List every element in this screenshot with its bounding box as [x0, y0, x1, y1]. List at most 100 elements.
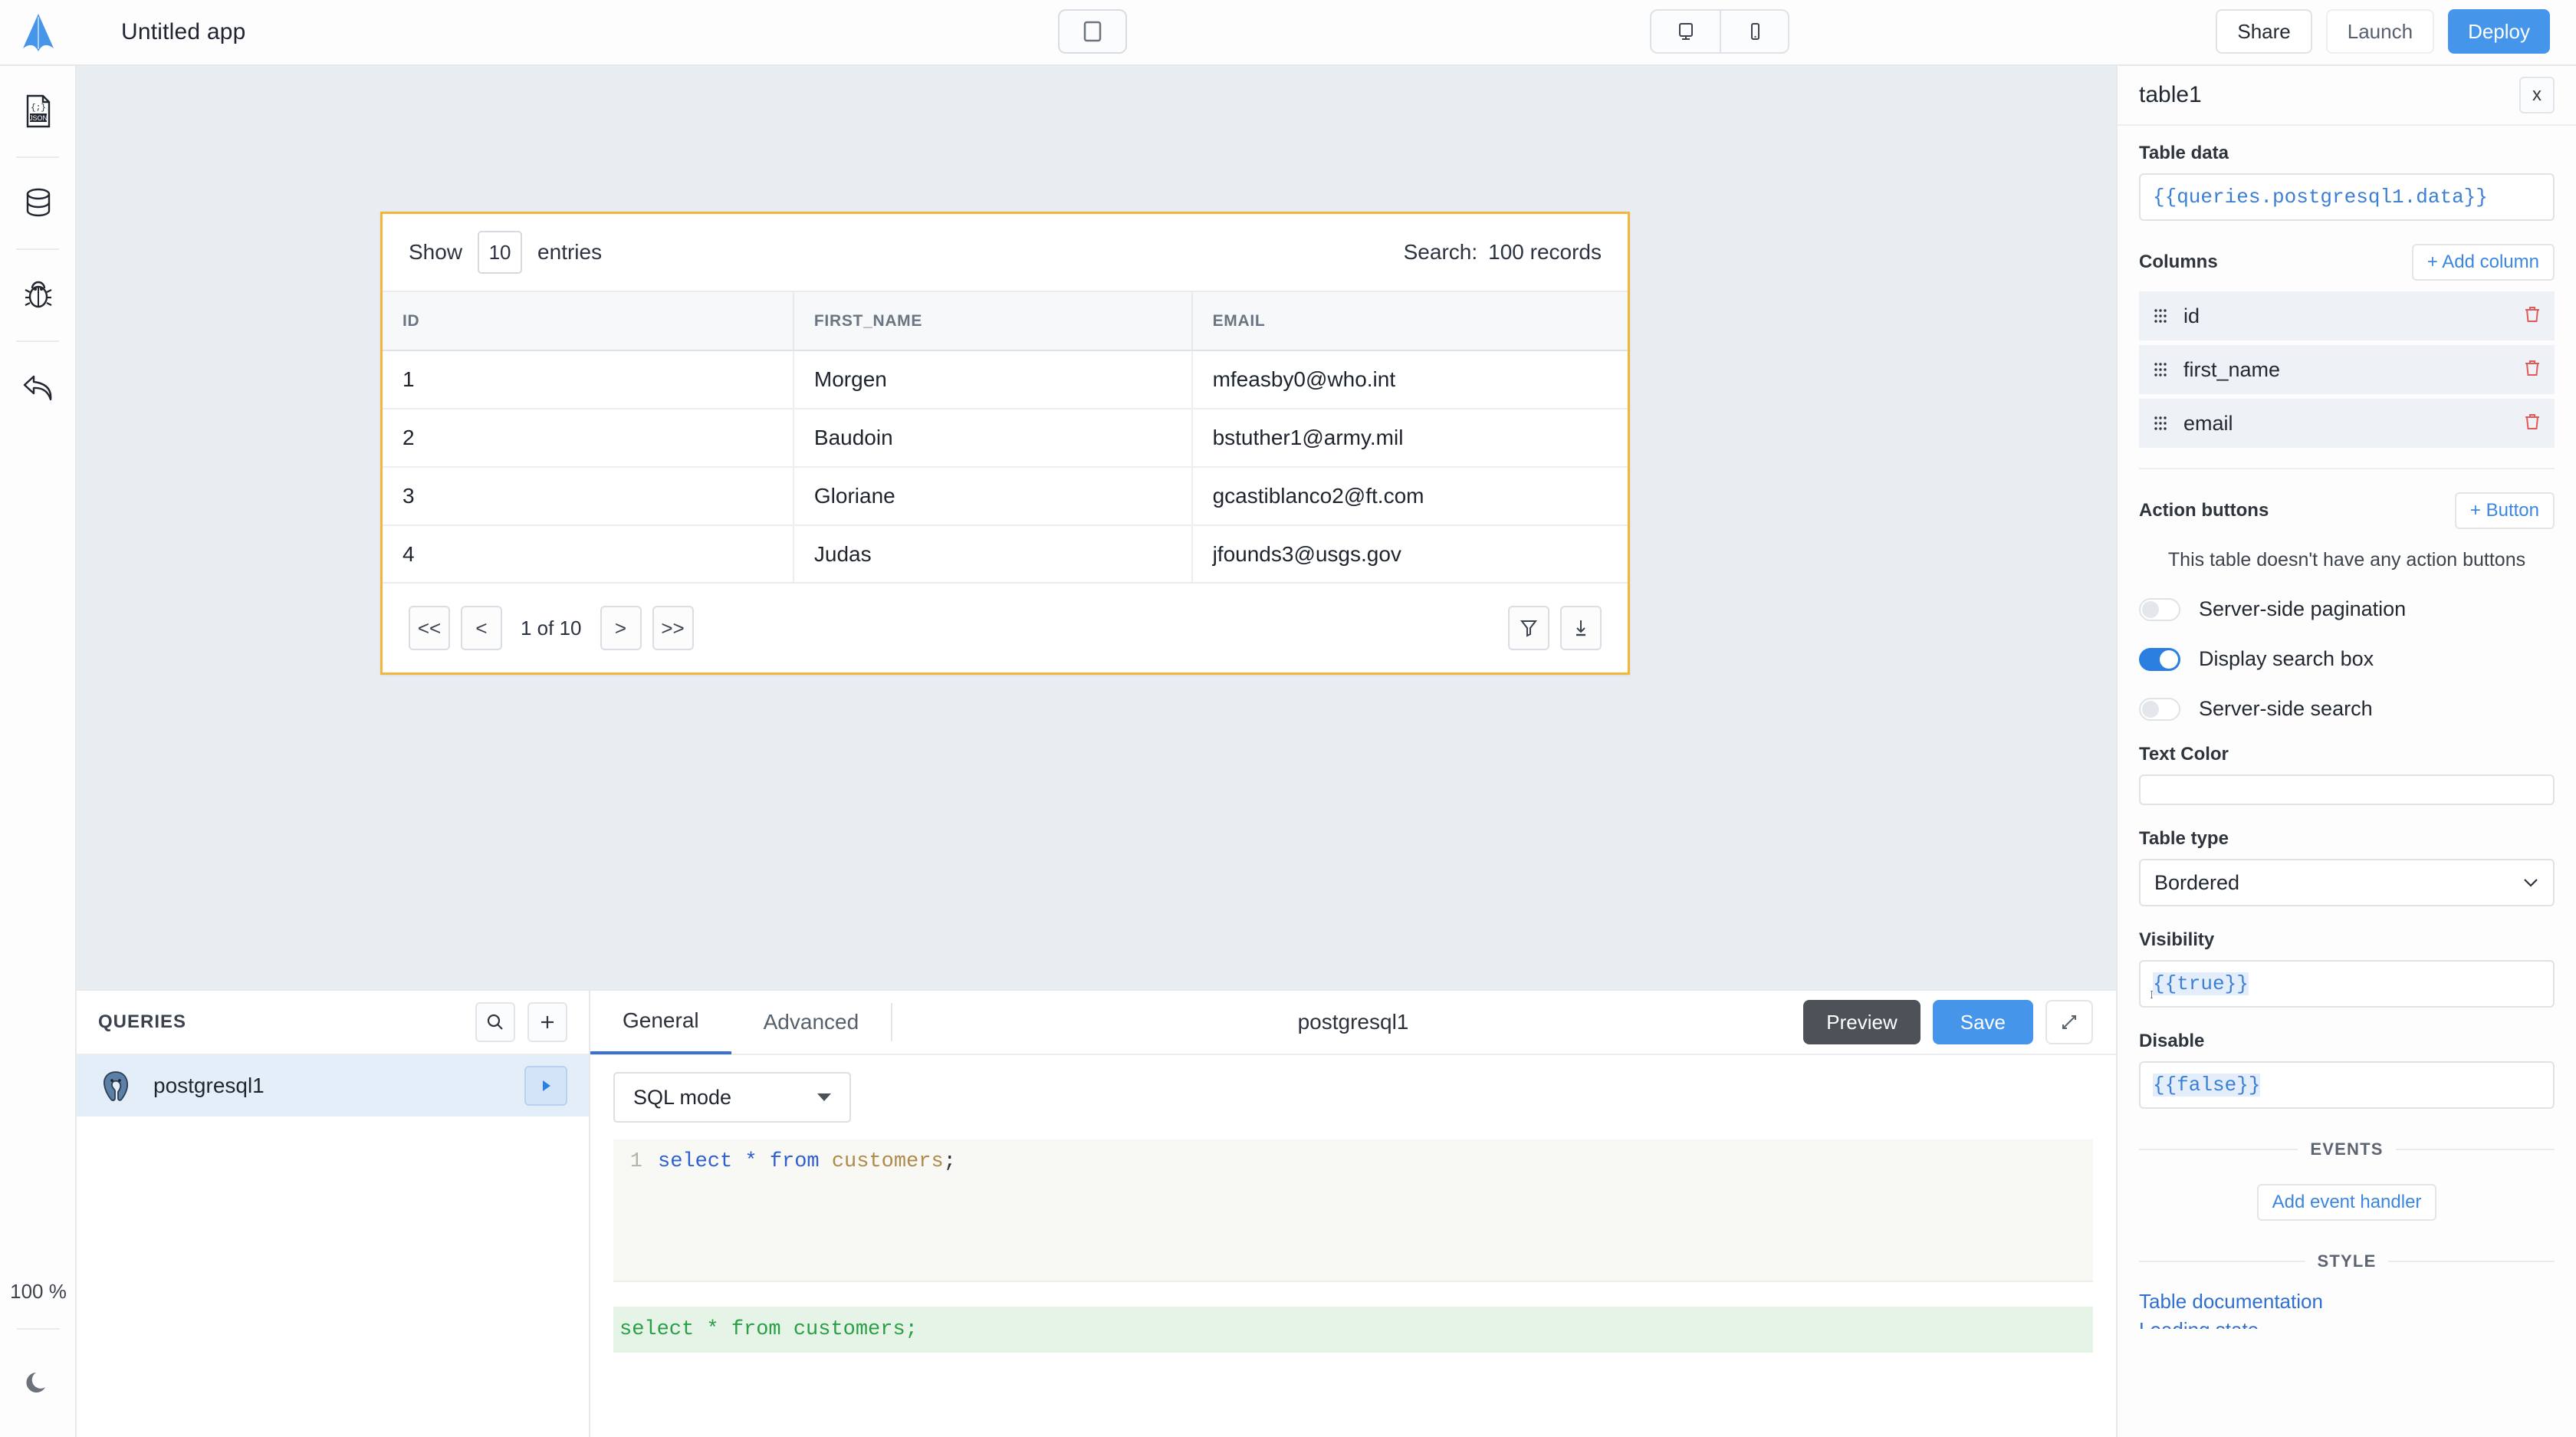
sidebar-item-undo[interactable]: [0, 342, 77, 432]
top-bar: Untitled app Share: [0, 0, 2576, 66]
query-list-item-postgresql1[interactable]: postgresql1: [77, 1055, 589, 1116]
text-color-input[interactable]: [2139, 774, 2555, 805]
rail-divider: [16, 340, 59, 342]
toggle-switch[interactable]: [2139, 647, 2180, 671]
filter-button[interactable]: [1508, 606, 1549, 650]
table-documentation-link[interactable]: Table documentation: [2139, 1290, 2323, 1313]
save-button[interactable]: Save: [1932, 1000, 2033, 1044]
launch-button[interactable]: Launch: [2325, 9, 2435, 54]
pagination-last-button[interactable]: >>: [652, 606, 694, 650]
disable-input[interactable]: {{false}}: [2139, 1061, 2555, 1109]
disable-group: Disable {{false}}: [2139, 1031, 2555, 1109]
editor-header: General Advanced postgresql1 Preview Sav…: [590, 991, 2116, 1055]
cell-email: bstuther1@army.mil: [1191, 409, 1628, 468]
column-header-first-name[interactable]: FIRST_NAME: [793, 292, 1193, 351]
tab-divider: [891, 1003, 893, 1041]
table-row[interactable]: 4 Judas jfounds3@usgs.gov: [383, 525, 1628, 584]
pagination-prev-button[interactable]: <: [461, 606, 502, 650]
cell-first-name: Morgen: [793, 350, 1193, 409]
pagination-controls: << < 1 of 10 > >>: [409, 606, 694, 650]
download-icon: [1576, 620, 1585, 636]
visibility-input[interactable]: {{true}}: [2139, 960, 2555, 1008]
table-row[interactable]: 3 Gloriane gcastiblanco2@ft.com: [383, 467, 1628, 526]
add-query-button[interactable]: [527, 1002, 567, 1042]
visibility-label: Visibility: [2139, 929, 2215, 950]
expand-editor-button[interactable]: [2045, 1000, 2093, 1044]
column-item-email[interactable]: email: [2139, 399, 2555, 448]
queries-title: QUERIES: [98, 1011, 187, 1032]
add-event-handler-button[interactable]: Add event handler: [2256, 1184, 2437, 1221]
line-number: 1: [629, 1150, 642, 1173]
toggle-switch[interactable]: [2139, 697, 2180, 721]
preview-button[interactable]: Preview: [1803, 1000, 1921, 1044]
disable-value: {{false}}: [2153, 1074, 2261, 1097]
app-logo[interactable]: [0, 12, 77, 52]
drag-grip-icon[interactable]: [2153, 307, 2168, 325]
deploy-button[interactable]: Deploy: [2448, 9, 2550, 54]
add-action-button[interactable]: + Button: [2454, 492, 2555, 529]
column-header-email[interactable]: EMAIL: [1191, 292, 1628, 351]
drag-grip-icon[interactable]: [2153, 414, 2168, 432]
table-widget[interactable]: Show 10 entries Search: 100 records ID F…: [380, 212, 1630, 675]
toggle-server-side-pagination[interactable]: Server-side pagination: [2139, 597, 2555, 621]
toggle-display-search-box[interactable]: Display search box: [2139, 647, 2555, 671]
column-item-id[interactable]: id: [2139, 291, 2555, 340]
show-label: Show: [409, 240, 463, 264]
loading-state-link[interactable]: Loading state: [2139, 1318, 2555, 1329]
table-row[interactable]: 2 Baudoin bstuther1@army.mil: [383, 409, 1628, 468]
query-search-button[interactable]: [475, 1002, 515, 1042]
theme-toggle-button[interactable]: [0, 1330, 77, 1437]
app-canvas[interactable]: Show 10 entries Search: 100 records ID F…: [77, 66, 2116, 989]
add-column-button[interactable]: + Add column: [2411, 244, 2555, 281]
inspector-divider: [2139, 468, 2555, 469]
run-query-button[interactable]: [524, 1066, 567, 1106]
table-row[interactable]: 1 Morgen mfeasby0@who.int: [383, 350, 1628, 409]
divider-line-right: [2395, 1149, 2555, 1150]
filter-icon: [1520, 620, 1538, 637]
column-name-label: id: [2183, 304, 2200, 327]
toggle-switch[interactable]: [2139, 597, 2180, 621]
tab-general[interactable]: General: [590, 990, 731, 1054]
entries-count-input[interactable]: 10: [478, 231, 523, 274]
app-title[interactable]: Untitled app: [121, 19, 246, 44]
table-type-group: Table type Bordered: [2139, 828, 2555, 906]
inspector-title[interactable]: table1: [2139, 82, 2202, 107]
tab-advanced[interactable]: Advanced: [763, 1010, 859, 1034]
events-section-label: EVENTS: [2310, 1139, 2384, 1159]
sql-mode-select[interactable]: SQL mode: [613, 1072, 851, 1123]
zoom-level-label[interactable]: 100 %: [10, 1279, 67, 1303]
close-inspector-button[interactable]: x: [2519, 77, 2555, 113]
plus-icon: [541, 1016, 554, 1028]
action-buttons-header-row: Action buttons + Button: [2139, 492, 2555, 529]
queries-panel: QUERIES: [77, 989, 590, 1437]
table-search-area[interactable]: Search: 100 records: [1404, 240, 1602, 265]
mobile-layout-button[interactable]: [1720, 11, 1788, 52]
sql-code-editor[interactable]: 1 select * from customers;: [613, 1139, 2093, 1282]
desktop-layout-button[interactable]: [1651, 11, 1720, 52]
sidebar-item-page-data[interactable]: {;} JSON: [0, 66, 77, 156]
cell-id: 1: [383, 350, 794, 409]
toggle-server-side-search[interactable]: Server-side search: [2139, 697, 2555, 721]
entries-label: entries: [537, 240, 603, 264]
style-section-label: STYLE: [2317, 1251, 2377, 1271]
trash-icon[interactable]: [2524, 359, 2541, 381]
column-header-id[interactable]: ID: [383, 292, 794, 351]
pagination-first-button[interactable]: <<: [409, 606, 450, 650]
share-button[interactable]: Share: [2216, 9, 2312, 54]
drag-grip-icon[interactable]: [2153, 360, 2168, 379]
table-data-input[interactable]: {{queries.postgresql1.data}}: [2139, 173, 2555, 221]
toggle-label: Server-side pagination: [2199, 597, 2407, 620]
table-type-select[interactable]: Bordered: [2139, 859, 2555, 906]
trash-icon[interactable]: [2524, 413, 2541, 435]
column-item-first-name[interactable]: first_name: [2139, 345, 2555, 394]
sidebar-item-datasources[interactable]: [0, 158, 77, 248]
download-button[interactable]: [1560, 606, 1602, 650]
pagination-next-button[interactable]: >: [600, 606, 642, 650]
trash-icon[interactable]: [2524, 305, 2541, 327]
device-preview-toggle[interactable]: [1058, 9, 1127, 54]
sidebar-item-debugger[interactable]: [0, 250, 77, 340]
bottom-panel: QUERIES: [77, 989, 2116, 1437]
cell-first-name: Judas: [793, 525, 1193, 584]
code-token-from: from: [769, 1150, 820, 1173]
